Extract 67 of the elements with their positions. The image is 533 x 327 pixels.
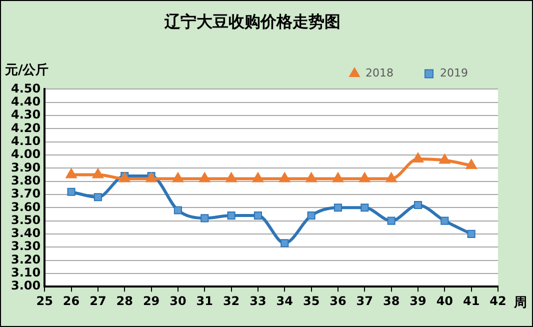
y-tick-label: 4.40 <box>11 94 41 108</box>
point <box>226 172 237 182</box>
y-tick-label: 3.80 <box>11 173 41 188</box>
x-tick-label: 41 <box>462 294 480 308</box>
x-tick-label: 25 <box>36 294 53 308</box>
x-tick-label: 39 <box>410 294 426 308</box>
point <box>66 168 77 178</box>
point <box>307 212 316 220</box>
point <box>334 204 342 212</box>
y-tick-label: 3.40 <box>11 226 41 240</box>
x-tick-label: 37 <box>356 294 373 308</box>
point <box>387 216 396 225</box>
x-tick-label: 35 <box>302 294 320 308</box>
y-tick-label: 3.50 <box>11 212 41 227</box>
y-tick-label: 3.60 <box>11 200 41 214</box>
point <box>227 212 236 220</box>
x-tick-label: 26 <box>62 294 80 308</box>
point <box>252 172 264 182</box>
point <box>467 230 476 238</box>
x-axis-title: 周 <box>513 295 527 310</box>
point <box>172 172 184 182</box>
x-tick-label: 34 <box>276 294 293 308</box>
point <box>278 172 290 182</box>
x-tick-label: 31 <box>196 294 213 308</box>
point <box>254 212 262 220</box>
point <box>438 154 450 164</box>
point <box>198 172 210 182</box>
point <box>440 216 449 225</box>
point <box>200 214 209 222</box>
point <box>332 172 344 182</box>
x-tick-label: 40 <box>436 294 454 308</box>
x-tick-label: 28 <box>116 294 133 308</box>
chart-title: 辽宁大豆收购价格走势图 <box>164 12 340 31</box>
point <box>280 239 289 248</box>
point <box>358 172 370 182</box>
legend-label: 2018 <box>366 66 394 80</box>
x-tick-label: 38 <box>382 294 400 308</box>
y-tick-label: 3.30 <box>11 239 41 254</box>
y-tick-label: 4.50 <box>11 81 41 96</box>
point <box>386 172 398 182</box>
point <box>174 206 182 214</box>
x-tick-label: 30 <box>170 294 186 308</box>
x-tick-label: 36 <box>330 294 346 308</box>
y-tick-label: 3.20 <box>11 252 41 266</box>
x-tick-label: 42 <box>490 294 506 308</box>
x-tick-label: 29 <box>142 294 160 308</box>
x-tick-label: 33 <box>250 294 266 308</box>
y-tick-label: 3.70 <box>11 186 41 201</box>
point <box>412 152 424 162</box>
point <box>92 168 104 178</box>
point <box>94 193 102 202</box>
y-tick-label: 4.00 <box>11 147 41 162</box>
point <box>360 204 369 212</box>
y-tick-label: 4.20 <box>11 120 41 135</box>
point <box>414 200 422 210</box>
x-tick-label: 32 <box>222 294 240 308</box>
y-axis-title: 元/公斤 <box>4 62 49 78</box>
y-tick-label: 4.30 <box>11 108 41 122</box>
x-tick-label: 27 <box>90 294 106 308</box>
point <box>67 188 76 196</box>
point <box>306 172 318 182</box>
legend-label: 2019 <box>440 66 468 80</box>
y-tick-label: 3.90 <box>11 160 41 174</box>
y-tick-label: 3.00 <box>11 278 41 293</box>
point <box>466 159 478 170</box>
y-tick-label: 4.10 <box>11 134 41 148</box>
y-tick-label: 3.10 <box>11 266 41 280</box>
